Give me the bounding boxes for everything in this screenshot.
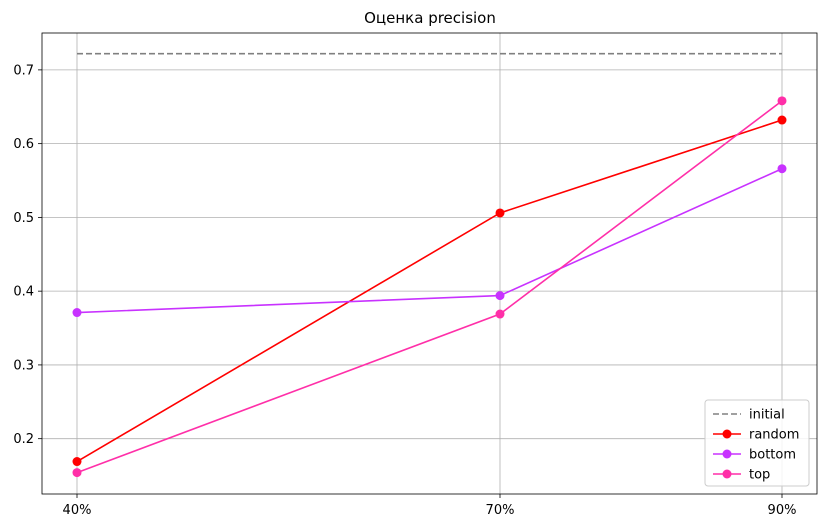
series-random (72, 115, 787, 467)
x-tick-label: 40% (63, 503, 92, 518)
y-tick-label: 0.4 (13, 285, 34, 300)
y-tick-label: 0.3 (13, 358, 34, 373)
legend-label-top: top (749, 468, 770, 483)
data-point-bottom (777, 164, 787, 174)
series-layer (72, 52, 787, 478)
data-point-top (777, 96, 787, 106)
data-point-top (72, 468, 82, 478)
legend-marker-top (722, 469, 732, 479)
y-tick-label: 0.6 (13, 137, 34, 152)
data-point-bottom (495, 291, 505, 301)
data-point-bottom (72, 308, 82, 318)
legend-item-top: top (713, 468, 770, 483)
data-point-top (495, 309, 505, 319)
series-line-top (76, 100, 783, 474)
legend-box (704, 399, 810, 487)
grid (42, 33, 817, 494)
y-tick-label: 0.2 (13, 432, 34, 447)
y-tick-label: 0.7 (13, 63, 34, 78)
data-point-random (777, 115, 787, 125)
y-tick-label: 0.5 (13, 211, 34, 226)
legend-label-initial: initial (749, 408, 785, 423)
series-bottom (72, 164, 787, 318)
chart-title: Оценка precision (364, 9, 496, 27)
data-point-random (72, 457, 82, 467)
data-point-random (495, 208, 505, 218)
legend-item-random: random (713, 428, 799, 443)
series-top (72, 96, 787, 478)
legend-marker-random (722, 429, 732, 439)
x-tick-label: 70% (486, 503, 515, 518)
x-tick-label: 90% (768, 503, 797, 518)
plot-frame (41, 32, 818, 495)
legend-label-random: random (749, 428, 799, 443)
legend-item-initial: initial (713, 408, 785, 423)
legend-label-bottom: bottom (749, 448, 796, 463)
legend-marker-bottom (722, 449, 732, 459)
axes: 40% 70% 90% 0.2 0.3 0.4 0.5 0.6 0.7 (13, 32, 818, 518)
legend-item-bottom: bottom (713, 448, 796, 463)
legend: initial random bottom top (704, 399, 810, 487)
